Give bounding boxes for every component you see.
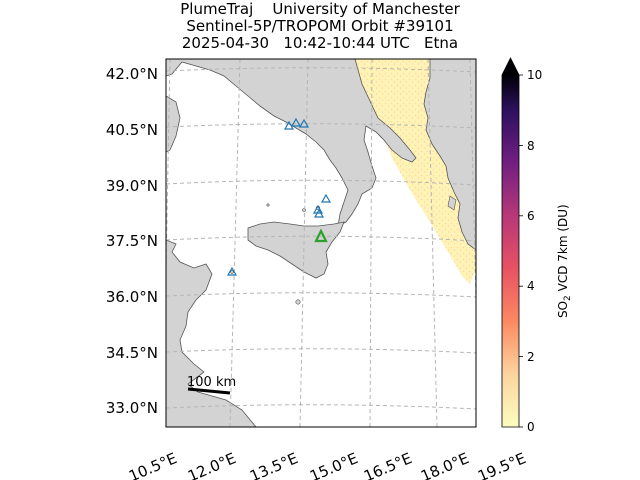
lon-label-16.5: 16.5°E [361,449,414,480]
lat-label-36: 36.0°N [106,288,158,306]
lat-label-42: 42.0°N [106,65,158,83]
colorbar-gradient [502,75,519,427]
lon-label-10.5: 10.5°E [126,449,179,480]
lon-label-19.5: 19.5°E [475,449,528,480]
graticule [166,59,476,427]
lon-label-13.5: 13.5°E [247,449,300,480]
latitude-labels: 42.0°N 40.5°N 39.0°N 37.5°N 36.0°N 34.5°… [106,65,158,417]
lat-label-33: 33.0°N [106,399,158,417]
pantelleria-island [230,270,234,274]
volcano-marker-ischia [283,120,295,130]
colorbar-tick-label-6: 6 [527,209,535,223]
ustica-island [266,203,270,207]
colorbar-ticks [519,74,523,428]
tunisia-libya [166,239,257,427]
map-frame [165,58,477,428]
gridline-lon-18 [427,59,438,427]
volcano-marker-stromboli [320,193,332,203]
scale-bar-label: 100 km [187,375,236,390]
gridline-lon-19.5 [469,59,476,301]
target-volcano-marker-etna [314,228,328,243]
colorbar: 0 2 4 6 8 10 SO2 VCD 7km (DU) [501,57,573,434]
gridline-lon-15 [299,59,309,427]
gridline-lat-37.5 [166,235,476,242]
colorbar-tick-label-2: 2 [527,350,535,364]
colorbar-tick-label-10: 10 [527,68,542,82]
volcano-markers [226,117,332,276]
gridline-lat-33 [166,404,476,410]
title-line-3: 2025-04-30 10:42-10:44 UTC Etna [181,34,459,52]
title-line-1: PlumeTraj University of Manchester [180,0,460,18]
lat-label-39: 39.0°N [106,177,158,195]
lat-label-40.5: 40.5°N [106,121,158,139]
malta-island [295,299,301,305]
lat-label-37.5: 37.5°N [106,232,158,250]
lat-label-34.5: 34.5°N [106,344,158,362]
volcano-marker-vesuvius [298,118,310,128]
gridline-lon-16.5 [369,59,373,427]
gridline-lat-36 [166,292,476,298]
gridline-lon-13.5 [229,59,241,427]
colorbar-label-rest: VCD 7km (DU) [556,204,570,295]
volcano-marker-vulcano [312,204,324,214]
volcano-marker-lipari [313,208,325,218]
lon-label-18: 18.0°E [418,449,471,480]
gridline-lat-40.5 [166,123,476,129]
longitude-labels: 10.5°E 12.0°E 13.5°E 15.0°E 16.5°E 18.0°… [126,449,528,480]
colorbar-tick-label-8: 8 [527,139,535,153]
lon-label-15: 15.0°E [307,449,360,480]
colorbar-extend-arrow [502,58,519,75]
colorbar-frame [501,57,520,428]
volcano-marker-pantelleria [226,266,238,276]
ionian-island [447,195,457,211]
scale-bar-line [187,387,231,395]
scale-bar: 100 km [187,375,236,395]
colorbar-label: SO2 VCD 7km (DU) [556,204,573,318]
volcano-marker-campi-flegrei [290,117,302,127]
lon-label-12: 12.0°E [185,449,238,480]
balkan-coast [423,59,476,251]
gridline-lat-39 [166,179,476,186]
title-line-2: Sentinel-5P/TROPOMI Orbit #39101 [186,17,454,35]
colorbar-tick-label-0: 0 [527,420,535,434]
gridline-lat-34.5 [166,348,476,354]
colorbar-label-subscript: 2 [563,295,573,301]
gridline-lat-42 [166,67,476,73]
map-area [166,59,476,427]
colorbar-tick-label-4: 4 [527,279,535,293]
colorbar-label-main: SO [556,301,570,318]
